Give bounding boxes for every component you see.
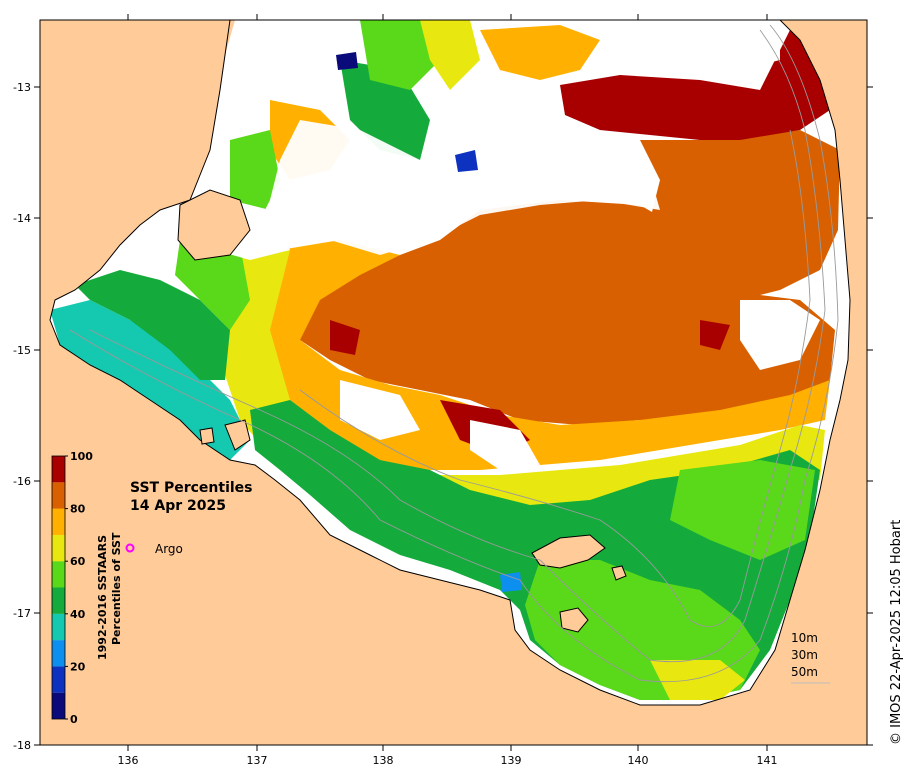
patch-dark-red-ne — [560, 30, 858, 140]
colorbar-label-line2: Percentiles of SST — [110, 532, 123, 645]
colorbar-swatch — [52, 456, 65, 483]
map-title-line1: SST Percentiles — [130, 480, 253, 496]
colorbar-swatch — [52, 508, 65, 535]
x-tick-label: 141 — [757, 754, 778, 767]
nodata-gap-south-central — [470, 420, 540, 470]
colorbar-swatch — [52, 666, 65, 693]
y-tick-label: -13 — [13, 81, 31, 94]
contour-30m — [89, 29, 826, 663]
island-south-tiny — [611, 565, 627, 581]
y-tick-label: -17 — [13, 607, 31, 620]
colorbar-tick-label: 0 — [70, 713, 78, 726]
colorbar-swatch — [52, 534, 65, 562]
patch-light-green-west — [175, 240, 250, 330]
x-tick-label: 137 — [247, 754, 268, 767]
y-tick-label: -16 — [13, 475, 31, 488]
nodata-gap-middle — [340, 380, 420, 440]
islands-west — [199, 419, 251, 451]
nodata-gap-northeast — [600, 20, 780, 75]
colorbar-tick-label: 80 — [70, 503, 86, 516]
patch-green-west — [75, 270, 230, 380]
map-frame — [39, 19, 868, 746]
y-tick-label: -18 — [13, 739, 31, 752]
argo-legend: Argo — [125, 542, 183, 556]
patch-lightblue-west — [500, 572, 522, 592]
patch-light-green-north — [360, 20, 440, 90]
patch-blue-north — [455, 150, 478, 172]
patch-navy-north — [336, 52, 358, 70]
colorbar-tick-label: 100 — [70, 450, 93, 463]
island-south-large — [531, 534, 606, 569]
argo-label: Argo — [155, 542, 183, 556]
patch-yellow-north — [420, 20, 480, 90]
y-tick-label: -14 — [13, 212, 31, 225]
map-title-line2: 14 Apr 2025 — [130, 498, 226, 514]
colorbar-tick-label: 40 — [70, 608, 86, 621]
x-axis: 136 137 138 139 140 141 — [118, 14, 778, 767]
patch-dark-red-east — [700, 320, 730, 350]
patch-dark-red-west — [330, 320, 360, 355]
depth-legend-50m: 50m — [791, 665, 818, 679]
land-peninsula-west — [177, 189, 251, 261]
sst-data-field — [50, 20, 858, 705]
colorbar-label-line1: 1992-2016 SSTAARS — [96, 535, 109, 660]
island-south-small — [559, 607, 589, 633]
contour-10m — [69, 24, 839, 683]
colorbar-swatch — [52, 692, 65, 719]
colorbar-swatches — [51, 455, 66, 720]
y-tick-label: -15 — [13, 344, 31, 357]
x-tick-label: 138 — [373, 754, 394, 767]
argo-marker-icon — [125, 543, 135, 553]
patch-cyan-west — [50, 300, 250, 460]
nodata-gap-north — [270, 120, 660, 255]
patch-orange-central — [290, 200, 835, 425]
colorbar-swatch — [52, 482, 65, 509]
depth-legend-10m: 10m — [791, 631, 818, 645]
x-tick-label: 136 — [118, 754, 139, 767]
contour-50m — [299, 129, 811, 628]
colorbar-swatch — [52, 561, 65, 588]
colorbar-swatch — [52, 640, 65, 667]
colorbar: 0 20 40 60 80 100 1992-2016 SSTAARS Percentil… — [51, 450, 123, 726]
nodata-gap-east — [740, 300, 820, 370]
credit-text: © IMOS 22-Apr-2025 12:05 Hobart — [889, 520, 904, 745]
colorbar-swatch — [52, 587, 65, 614]
colorbar-ticks: 0 20 40 60 80 100 — [65, 450, 93, 726]
colorbar-tick-label: 20 — [70, 660, 86, 673]
patch-yellow-south — [650, 660, 745, 700]
land-west-coast — [40, 20, 867, 745]
patch-orange-ne-top — [480, 25, 600, 80]
depth-legend: 10m 30m 50m — [791, 631, 830, 684]
x-tick-label: 140 — [628, 754, 649, 767]
patch-yellow-band — [220, 240, 825, 520]
land-overlays — [40, 20, 867, 745]
patch-light-green-east — [670, 460, 815, 560]
map-area — [40, 20, 867, 745]
x-tick-label: 139 — [501, 754, 522, 767]
depth-legend-30m: 30m — [791, 648, 818, 662]
patch-light-green-nw — [230, 130, 280, 220]
colorbar-tick-label: 60 — [70, 555, 86, 568]
colorbar-swatch — [52, 613, 65, 641]
bathymetry-contours — [69, 24, 839, 683]
y-axis: -13 -14 -15 -16 -17 -18 — [13, 81, 873, 752]
